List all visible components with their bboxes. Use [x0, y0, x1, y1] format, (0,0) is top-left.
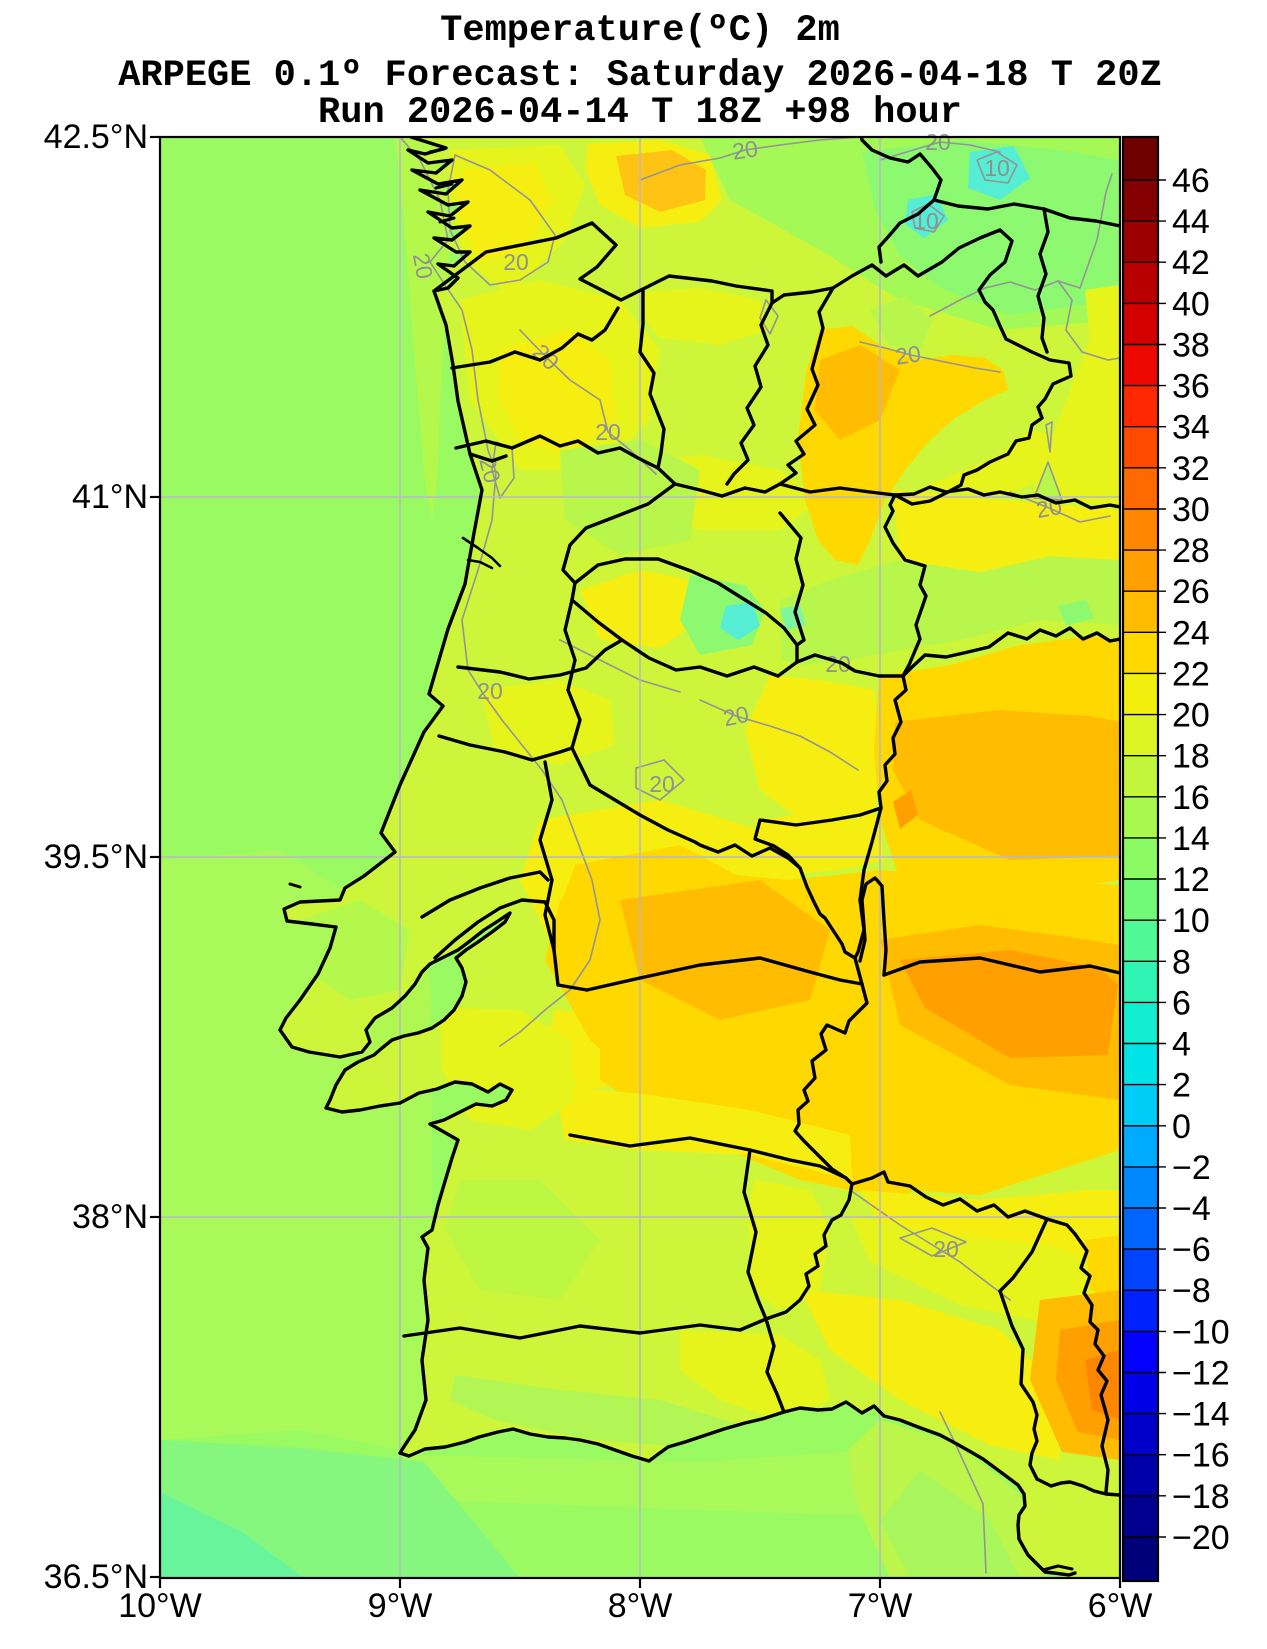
svg-text:38°N: 38°N — [72, 1198, 148, 1236]
svg-text:34: 34 — [1172, 409, 1210, 447]
svg-text:8°W: 8°W — [608, 1587, 673, 1625]
svg-text:41°N: 41°N — [72, 478, 148, 516]
svg-text:20: 20 — [731, 135, 760, 164]
svg-text:−8: −8 — [1172, 1272, 1211, 1310]
svg-text:20: 20 — [933, 1236, 959, 1262]
svg-text:20: 20 — [721, 701, 751, 732]
svg-text:12: 12 — [1172, 861, 1210, 899]
svg-text:9°W: 9°W — [368, 1587, 433, 1625]
svg-text:0: 0 — [1172, 1108, 1191, 1146]
svg-text:10: 10 — [913, 208, 939, 234]
svg-text:40: 40 — [1172, 285, 1210, 323]
svg-text:8: 8 — [1172, 943, 1191, 981]
svg-text:−6: −6 — [1172, 1231, 1211, 1269]
svg-text:42: 42 — [1172, 244, 1210, 282]
svg-text:44: 44 — [1172, 203, 1210, 241]
svg-text:7°W: 7°W — [848, 1587, 913, 1625]
svg-text:20: 20 — [595, 419, 621, 445]
svg-text:38: 38 — [1172, 327, 1210, 365]
svg-text:−2: −2 — [1172, 1149, 1211, 1187]
svg-text:30: 30 — [1172, 491, 1210, 529]
svg-text:20: 20 — [477, 678, 503, 704]
svg-text:42.5°N: 42.5°N — [44, 118, 148, 156]
svg-text:Run 2026-04-14 T 18Z +98 hour: Run 2026-04-14 T 18Z +98 hour — [318, 92, 962, 134]
svg-text:−20: −20 — [1172, 1519, 1230, 1557]
svg-text:20: 20 — [1034, 493, 1064, 523]
svg-text:39.5°N: 39.5°N — [44, 838, 148, 876]
svg-text:20: 20 — [825, 651, 851, 677]
svg-text:16: 16 — [1172, 779, 1210, 817]
svg-text:28: 28 — [1172, 532, 1210, 570]
svg-text:10: 10 — [1172, 902, 1210, 940]
svg-text:10: 10 — [984, 155, 1010, 181]
svg-text:−14: −14 — [1172, 1396, 1230, 1434]
svg-text:36: 36 — [1172, 368, 1210, 406]
svg-text:ARPEGE 0.1º Forecast: Saturday: ARPEGE 0.1º Forecast: Saturday 2026-04-1… — [118, 55, 1162, 97]
svg-text:−4: −4 — [1172, 1190, 1211, 1228]
svg-text:20: 20 — [894, 340, 923, 369]
svg-text:20: 20 — [408, 251, 438, 281]
svg-text:20: 20 — [503, 249, 529, 275]
svg-text:2: 2 — [1172, 1067, 1191, 1105]
svg-text:46: 46 — [1172, 162, 1210, 200]
svg-text:−16: −16 — [1172, 1437, 1230, 1475]
svg-text:36.5°N: 36.5°N — [44, 1558, 148, 1596]
svg-text:20: 20 — [649, 771, 675, 797]
svg-text:26: 26 — [1172, 573, 1210, 611]
svg-text:22: 22 — [1172, 655, 1210, 693]
svg-text:20: 20 — [1172, 697, 1210, 735]
svg-text:10°W: 10°W — [118, 1587, 202, 1625]
svg-text:−10: −10 — [1172, 1313, 1230, 1351]
svg-text:−12: −12 — [1172, 1355, 1230, 1393]
svg-text:20: 20 — [925, 129, 951, 155]
svg-text:−18: −18 — [1172, 1478, 1230, 1516]
svg-text:32: 32 — [1172, 450, 1210, 488]
svg-text:Temperature(ºC) 2m: Temperature(ºC) 2m — [440, 10, 840, 52]
svg-text:4: 4 — [1172, 1026, 1191, 1064]
svg-text:24: 24 — [1172, 614, 1210, 652]
svg-text:18: 18 — [1172, 738, 1210, 776]
svg-text:6: 6 — [1172, 984, 1191, 1022]
svg-text:14: 14 — [1172, 820, 1210, 858]
svg-text:6°W: 6°W — [1088, 1587, 1153, 1625]
